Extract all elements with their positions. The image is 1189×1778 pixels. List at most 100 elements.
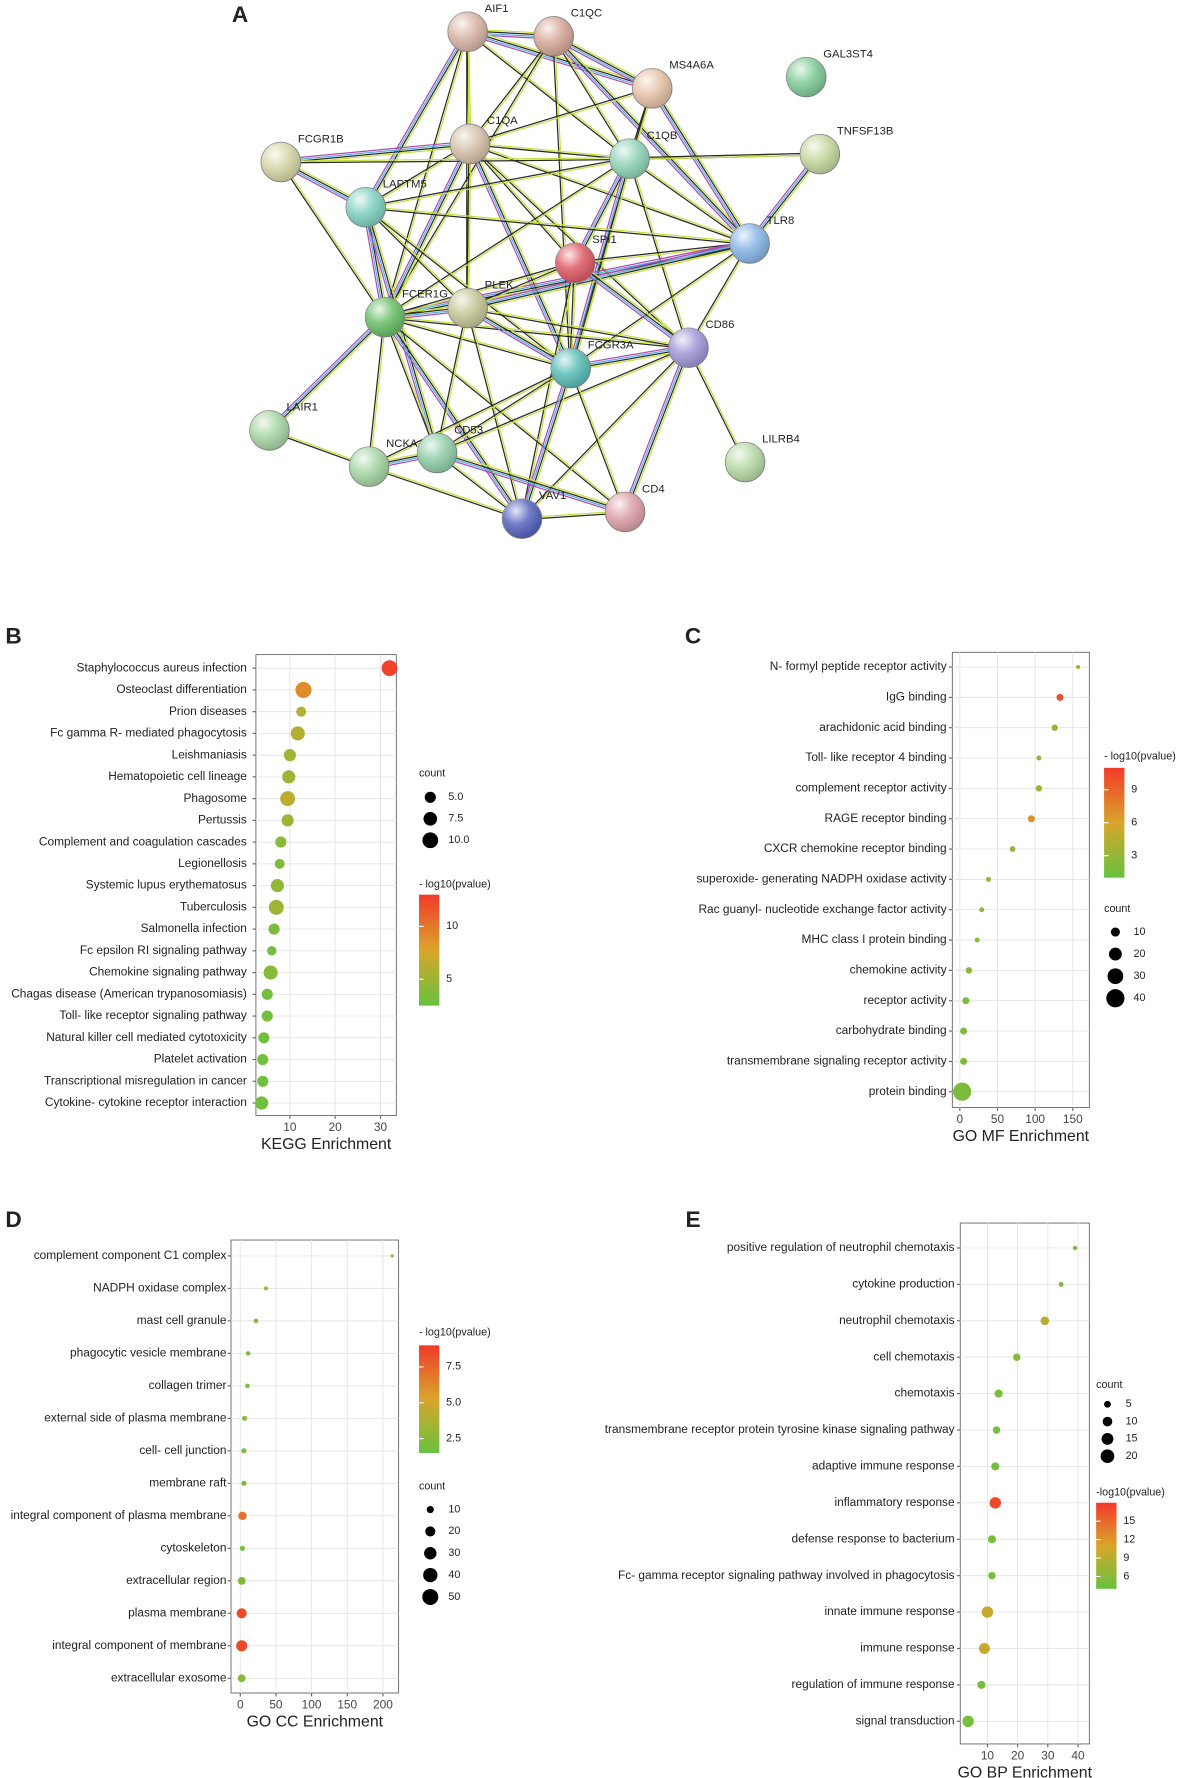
size-legend-label: 40 xyxy=(448,1569,460,1581)
node-shine xyxy=(555,242,596,283)
network-edge xyxy=(621,346,687,512)
size-legend-key xyxy=(423,1567,438,1583)
node-shine xyxy=(725,442,765,482)
network-edge xyxy=(466,144,569,370)
node-shine xyxy=(450,124,490,164)
network-edge xyxy=(270,318,388,433)
category-label: complement receptor activity xyxy=(796,781,947,795)
network-edge xyxy=(365,157,630,208)
network-edge xyxy=(625,347,690,513)
bubble xyxy=(974,937,980,943)
node-label: CD86 xyxy=(705,319,734,331)
category-label: Toll- like receptor signaling pathway xyxy=(59,1008,247,1022)
network-edge xyxy=(365,207,750,246)
color-legend-title: - log10(pvalue) xyxy=(419,1327,491,1339)
color-bar-label: 6 xyxy=(1131,817,1137,829)
size-legend-key xyxy=(1100,1449,1115,1464)
size-legend-key xyxy=(424,791,436,803)
node-label: CD53 xyxy=(454,424,483,436)
size-legend-label: 15 xyxy=(1126,1433,1138,1445)
bubble xyxy=(296,706,307,717)
network-edge xyxy=(572,159,633,370)
network-edge xyxy=(385,263,576,319)
network-edge xyxy=(629,157,751,244)
node-shine xyxy=(800,134,840,174)
network-edge xyxy=(365,205,750,244)
bubble xyxy=(280,791,296,807)
node-label: TNFSF13B xyxy=(837,125,894,137)
network-edge xyxy=(436,453,625,514)
network-edge xyxy=(386,315,525,518)
category-label: Toll- like receptor 4 binding xyxy=(805,750,946,764)
category-label: Chagas disease (American trypanosomiasis… xyxy=(11,986,247,1000)
network-edge xyxy=(553,35,751,244)
color-legend-title: - log10(pvalue) xyxy=(419,878,491,890)
size-legend-label: 40 xyxy=(1134,992,1146,1004)
category-label: Fc- gamma receptor signaling pathway inv… xyxy=(618,1568,955,1582)
network-edge xyxy=(385,315,689,348)
bubble xyxy=(261,1010,273,1022)
network-edge xyxy=(573,264,688,351)
network-edge xyxy=(269,317,387,432)
size-legend-key xyxy=(426,1505,434,1514)
network-edge xyxy=(524,368,574,520)
color-bar xyxy=(418,894,440,1006)
network-edge xyxy=(467,306,689,348)
network-edge xyxy=(467,242,750,308)
category-label: complement component C1 complex xyxy=(34,1248,227,1262)
size-legend-label: 30 xyxy=(448,1547,460,1559)
size-legend-label: 50 xyxy=(448,1591,460,1603)
panel-label: D xyxy=(5,1207,21,1232)
bubble xyxy=(268,923,280,935)
bubble xyxy=(960,1057,968,1065)
network-edge xyxy=(654,86,753,243)
bubble xyxy=(237,1576,246,1585)
category-label: neutrophil chemotaxis xyxy=(839,1313,955,1327)
category-label: Chemokine signaling pathway xyxy=(89,965,247,979)
bubble xyxy=(979,907,985,913)
network-edge xyxy=(437,451,626,512)
panel-label: E xyxy=(685,1207,700,1232)
network-edge xyxy=(553,35,631,159)
bubble xyxy=(989,1497,1002,1509)
network-edge xyxy=(385,315,572,368)
network-edge xyxy=(629,152,820,159)
network-edge xyxy=(367,206,441,453)
network-edge xyxy=(629,154,820,161)
network-edge xyxy=(522,262,577,520)
bubble xyxy=(270,879,285,893)
network-edge xyxy=(369,368,572,468)
network-edge xyxy=(576,260,691,347)
bubble xyxy=(290,726,305,741)
size-legend-label: 10 xyxy=(448,1503,460,1515)
network-edge xyxy=(385,315,627,512)
node-label: SPI1 xyxy=(592,234,617,246)
bubble xyxy=(263,1286,268,1291)
bubble xyxy=(991,1462,1000,1471)
size-legend-label: 20 xyxy=(448,1525,460,1537)
category-label: transmembrane signaling receptor activit… xyxy=(727,1054,947,1068)
network-edge xyxy=(688,347,747,462)
category-label: chemokine activity xyxy=(850,963,947,977)
network-edge xyxy=(280,142,470,162)
category-label: Prion diseases xyxy=(169,704,247,718)
bubble xyxy=(1040,1316,1050,1326)
category-label: adaptive immune response xyxy=(812,1459,955,1473)
bubble xyxy=(283,749,296,762)
network-edge xyxy=(470,88,653,146)
category-label: Platelet activation xyxy=(154,1052,247,1066)
x-tick-label: 100 xyxy=(1025,1112,1045,1126)
network-edge xyxy=(469,142,630,159)
x-axis-title: GO MF Enrichment xyxy=(953,1128,1090,1145)
network-edge xyxy=(468,28,654,87)
category-label: Legionellosis xyxy=(178,856,247,870)
network-edge xyxy=(385,316,524,519)
category-label: positive regulation of neutrophil chemot… xyxy=(727,1240,955,1254)
node-label: LAPTM5 xyxy=(383,179,427,191)
bubble xyxy=(242,1415,248,1421)
category-label: regulation of immune response xyxy=(792,1677,955,1691)
category-label: Hematopoietic cell lineage xyxy=(108,769,247,783)
node-shine xyxy=(609,138,650,179)
x-tick-label: 200 xyxy=(373,1698,393,1712)
network-edge xyxy=(385,316,439,453)
